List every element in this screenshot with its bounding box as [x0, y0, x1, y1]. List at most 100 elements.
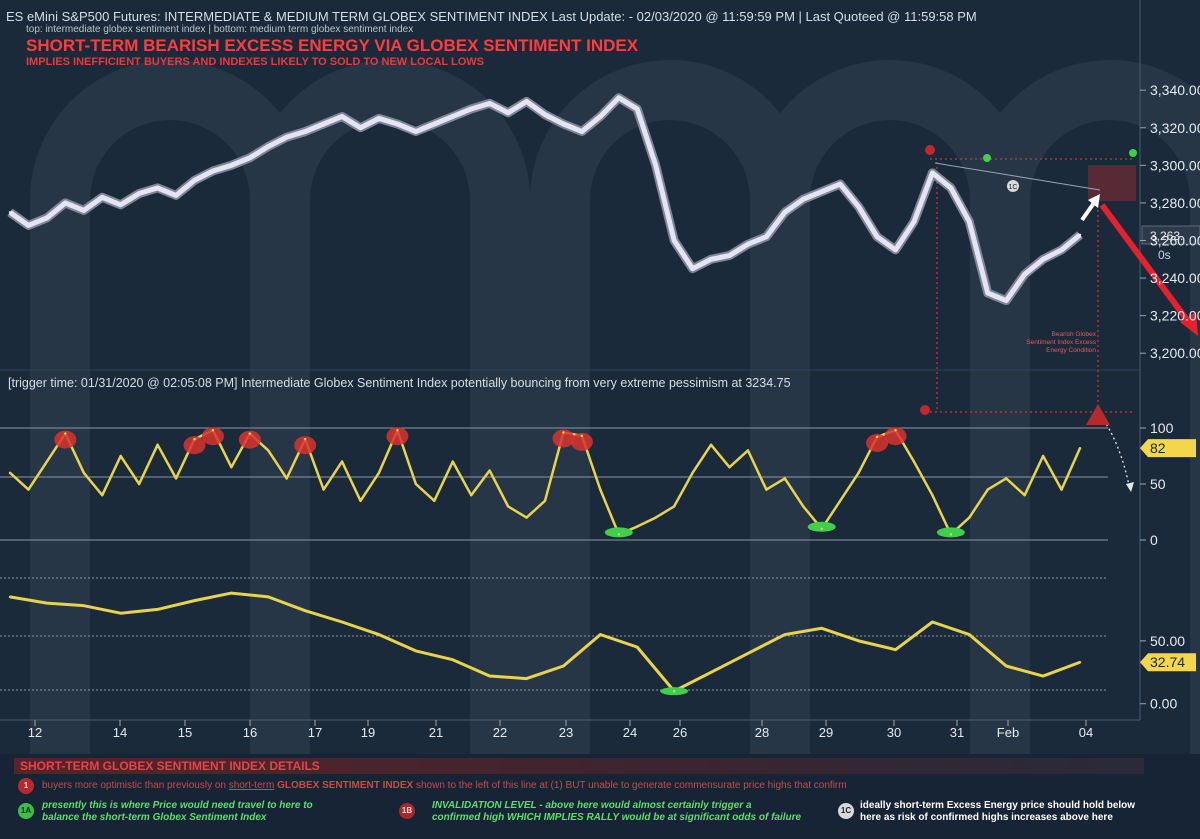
data-point	[802, 505, 805, 508]
data-point	[82, 471, 85, 474]
data-point	[857, 639, 860, 643]
data-point	[894, 429, 897, 432]
excess-high-marker	[570, 432, 593, 451]
short-term-link[interactable]: short-term	[228, 780, 275, 791]
excess-low-marker	[604, 527, 633, 538]
watermark-logo	[29, 60, 1200, 754]
data-point	[211, 429, 215, 432]
data-point	[1041, 674, 1045, 678]
medium-sentiment-series	[8, 591, 1082, 696]
bearish-note-3: Energy Condition	[1046, 347, 1096, 354]
marker-1a-right	[1129, 149, 1137, 157]
data-point	[599, 488, 602, 491]
projection-path	[1097, 411, 1131, 491]
data-point	[968, 220, 971, 223]
chart-headline: SHORT-TERM BEARISH EXCESS ENERGY VIA GLO…	[26, 36, 639, 55]
data-point	[746, 449, 750, 452]
x-tick-label: 23	[559, 725, 573, 740]
data-point	[8, 471, 12, 474]
y-tick-label: 3,260.00	[1150, 232, 1200, 248]
trigger-text: [trigger time: 01/31/2020 @ 02:05:08 PM]…	[8, 376, 791, 390]
data-point	[119, 454, 122, 458]
x-tick-label: 21	[429, 725, 443, 740]
badge-1a: 1A	[18, 803, 34, 819]
details-line-3b: confirmed high WHICH IMPLIES RALLY would…	[432, 812, 802, 823]
data-point	[599, 115, 602, 118]
excess-high-marker	[552, 429, 575, 448]
details-line-2b: balance the short-term Globex Sentiment …	[42, 812, 267, 823]
y-tick-label: 3,340.00	[1150, 82, 1200, 98]
data-point	[728, 466, 731, 469]
x-tick-label: 29	[819, 725, 833, 740]
medium-axis: 50.00 0.00 32.74	[1140, 633, 1196, 712]
data-point	[414, 649, 418, 653]
data-point	[470, 107, 473, 111]
data-point	[709, 671, 713, 674]
data-point	[986, 488, 989, 491]
data-point	[562, 664, 565, 668]
badge-1b: 1B	[399, 803, 415, 819]
y-tick-label: 3,220.00	[1150, 308, 1200, 324]
data-point	[636, 107, 639, 111]
1c-trend-line	[934, 162, 1101, 191]
data-point	[8, 595, 12, 599]
data-point	[580, 434, 584, 438]
data-point	[414, 130, 418, 133]
data-point	[617, 533, 620, 536]
data-point	[894, 648, 897, 651]
x-tick-label: 22	[493, 725, 507, 740]
y-tick-label: 50.00	[1150, 633, 1185, 649]
y-tick-label: 3,280.00	[1150, 195, 1200, 211]
data-point	[562, 431, 565, 434]
data-point	[396, 122, 399, 126]
bearish-note-1: Bearish Globex	[1052, 331, 1097, 338]
x-tick-label: 24	[623, 725, 637, 740]
excess-high-marker	[183, 436, 206, 455]
y-tick-label: 3,200.00	[1150, 345, 1200, 361]
data-point	[488, 102, 491, 105]
data-point	[248, 156, 252, 160]
data-point	[82, 209, 85, 212]
data-point	[230, 591, 233, 595]
x-tick-label: 17	[308, 725, 322, 740]
data-point	[1078, 661, 1082, 664]
data-point	[340, 460, 344, 463]
chart-header-title: ES eMini S&P500 Futures: INTERMEDIATE & …	[6, 9, 977, 24]
data-point	[746, 652, 750, 655]
data-point	[1005, 477, 1008, 480]
marker-1-top	[925, 145, 935, 155]
data-point	[1023, 494, 1026, 497]
data-point	[193, 599, 196, 602]
marker-1a-top	[983, 154, 991, 162]
data-point	[267, 595, 270, 599]
data-point	[359, 499, 362, 502]
data-point	[783, 211, 787, 214]
excess-high-marker	[201, 427, 224, 446]
data-point	[433, 122, 436, 126]
data-point	[470, 494, 473, 497]
data-point	[303, 130, 307, 133]
data-point	[1078, 233, 1082, 237]
data-point	[1041, 258, 1045, 261]
data-point	[857, 205, 860, 208]
excess-triangle	[1086, 404, 1110, 425]
y-tick-label: 3,240.00	[1150, 270, 1200, 286]
data-point	[968, 516, 971, 519]
badge-1c: 1C	[838, 803, 854, 819]
data-point	[322, 488, 325, 491]
data-point	[414, 482, 418, 486]
data-point	[875, 235, 879, 238]
x-tick-label: 26	[673, 725, 687, 740]
up-arrow-head	[1088, 194, 1100, 208]
data-point	[931, 620, 934, 624]
x-tick-label: 31	[950, 725, 964, 740]
data-point	[562, 122, 565, 126]
data-point	[894, 248, 897, 252]
data-point	[672, 505, 676, 508]
price-tag-box	[1141, 225, 1200, 245]
intermediate-sentiment-series	[8, 427, 1082, 538]
data-point	[396, 429, 399, 432]
data-point	[783, 477, 787, 480]
data-point	[525, 100, 528, 103]
data-point	[488, 469, 491, 472]
